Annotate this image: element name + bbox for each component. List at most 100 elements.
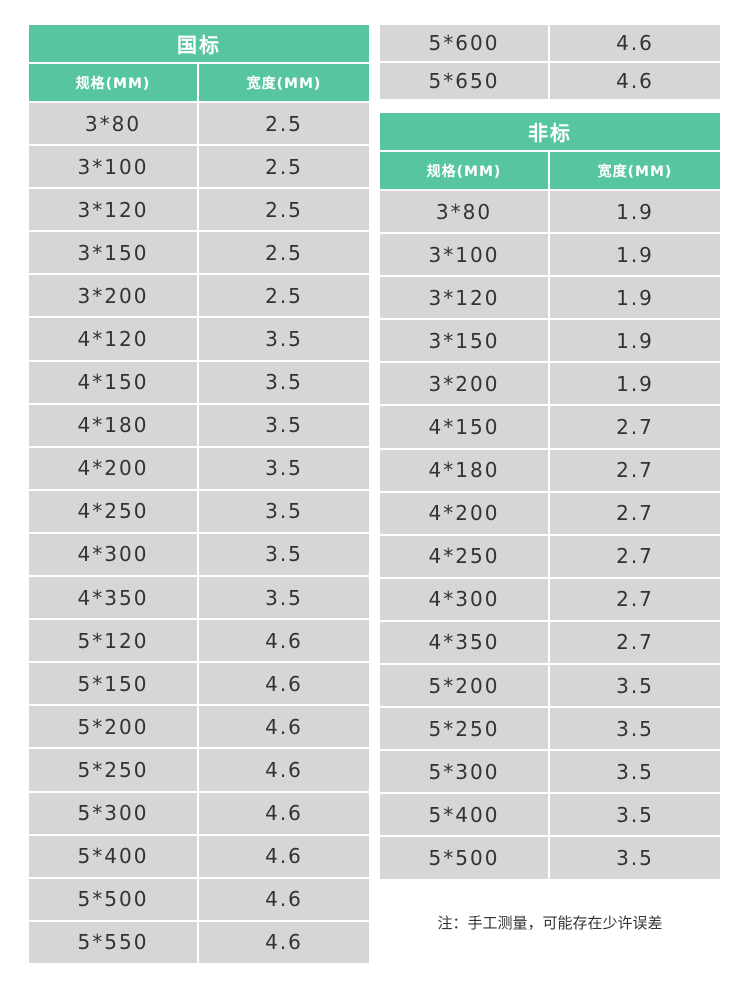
spec-cell: 4*350 (380, 621, 548, 664)
spec-cell: 5*400 (29, 835, 197, 877)
header-row: 规格(MM) 宽度(MM) (380, 152, 720, 189)
table-row: 5*600 4.6 (380, 25, 720, 61)
width-cell: 3.5 (199, 533, 369, 576)
spec-cell: 4*150 (29, 361, 197, 403)
table-row: 4*200 3.5 (29, 447, 369, 489)
width-cell: 4.6 (550, 63, 720, 99)
table-row: 5*200 4.6 (29, 706, 369, 748)
spec-cell: 3*100 (29, 146, 197, 188)
width-cell: 3.5 (550, 794, 720, 836)
spec-cell: 4*250 (29, 490, 197, 532)
table-row: 5*300 4.6 (29, 792, 369, 834)
table-row: 5*120 4.6 (29, 620, 369, 662)
table-row: 3*120 1.9 (380, 277, 720, 319)
width-cell: 1.9 (550, 234, 720, 276)
table-row: 3*150 1.9 (380, 320, 720, 362)
spec-cell: 5*500 (380, 837, 548, 879)
table-row: 3*120 2.5 (29, 189, 369, 231)
table-row: 4*150 2.7 (380, 406, 720, 448)
spec-cell: 4*200 (380, 492, 548, 534)
table-row: 4*300 2.7 (380, 578, 720, 620)
table-row: 4*200 2.7 (380, 492, 720, 534)
table-row: 5*200 3.5 (380, 665, 720, 707)
width-cell: 4.6 (199, 749, 369, 791)
width-cell: 3.5 (550, 665, 720, 707)
width-cell: 1.9 (550, 363, 720, 405)
width-cell: 4.6 (199, 835, 369, 877)
spec-cell: 5*550 (29, 921, 197, 963)
table-row: 3*100 2.5 (29, 146, 369, 188)
spec-cell: 3*80 (29, 103, 197, 145)
table-row: 3*80 2.5 (29, 103, 369, 145)
spec-cell: 5*250 (29, 749, 197, 791)
spec-cell: 5*500 (29, 878, 197, 920)
spec-cell: 5*250 (380, 708, 548, 750)
spec-cell: 5*300 (380, 751, 548, 793)
width-cell: 2.7 (550, 535, 720, 577)
table-row: 3*100 1.9 (380, 234, 720, 276)
width-cell: 3.5 (550, 837, 720, 879)
feibiao-table: 非标 规格(MM) 宽度(MM) 3*80 1.9 3*100 1.9 3*120 1.9… (380, 113, 720, 881)
width-cell: 3.5 (199, 490, 369, 532)
table-row: 5*250 3.5 (380, 708, 720, 750)
width-cell: 1.9 (550, 320, 720, 362)
table-row: 4*350 3.5 (29, 577, 369, 619)
width-cell: 4.6 (199, 921, 369, 963)
spec-cell: 4*350 (29, 577, 197, 619)
width-header: 宽度(MM) (550, 152, 720, 189)
table-row: 3*80 1.9 (380, 191, 720, 233)
spec-cell: 4*300 (29, 533, 197, 576)
spec-cell: 5*150 (29, 663, 197, 705)
width-cell: 4.6 (550, 25, 720, 61)
spec-cell: 4*300 (380, 578, 548, 620)
spec-cell: 5*200 (380, 665, 548, 707)
spec-cell: 3*80 (380, 191, 548, 233)
spec-cell: 3*120 (380, 277, 548, 319)
spec-cell: 4*180 (29, 404, 197, 446)
table-row: 4*180 2.7 (380, 449, 720, 491)
spec-cell: 4*150 (380, 406, 548, 448)
table-row: 4*350 2.7 (380, 621, 720, 664)
table-row: 5*250 4.6 (29, 749, 369, 791)
guobiao-title: 国标 (29, 25, 369, 62)
table-row: 3*200 1.9 (380, 363, 720, 405)
width-cell: 3.5 (199, 447, 369, 489)
width-cell: 2.7 (550, 492, 720, 534)
table-row: 4*150 3.5 (29, 361, 369, 403)
table-row: 5*650 4.6 (380, 63, 720, 99)
header-row: 规格(MM) 宽度(MM) (29, 64, 369, 101)
table-row: 3*200 2.5 (29, 275, 369, 317)
feibiao-title: 非标 (380, 113, 720, 150)
width-cell: 4.6 (199, 706, 369, 748)
table-row: 4*120 3.5 (29, 318, 369, 360)
width-cell: 2.5 (199, 103, 369, 145)
spec-cell: 5*300 (29, 792, 197, 834)
spec-cell: 3*150 (29, 232, 197, 274)
width-cell: 4.6 (199, 620, 369, 662)
table-row: 5*400 4.6 (29, 835, 369, 877)
width-cell: 2.5 (199, 189, 369, 231)
spec-cell: 3*150 (380, 320, 548, 362)
table-row: 5*150 4.6 (29, 663, 369, 705)
table-row: 4*250 2.7 (380, 535, 720, 577)
width-cell: 4.6 (199, 663, 369, 705)
spec-cell: 5*600 (380, 25, 548, 61)
table-row: 3*150 2.5 (29, 232, 369, 274)
width-cell: 2.7 (550, 449, 720, 491)
width-cell: 3.5 (550, 751, 720, 793)
width-cell: 2.7 (550, 406, 720, 448)
width-cell: 4.6 (199, 878, 369, 920)
guobiao-table-continued: 5*600 4.6 5*650 4.6 (380, 25, 720, 101)
spec-cell: 3*200 (380, 363, 548, 405)
measurement-note: 注：手工测量，可能存在少许误差 (437, 914, 663, 932)
spec-cell: 5*400 (380, 794, 548, 836)
width-cell: 4.6 (199, 792, 369, 834)
guobiao-table: 国标 规格(MM) 宽度(MM) 3*80 2.5 3*100 2.5 3*120 2.5… (29, 25, 369, 965)
width-cell: 3.5 (199, 361, 369, 403)
width-cell: 2.7 (550, 621, 720, 664)
width-cell: 3.5 (550, 708, 720, 750)
spec-cell: 5*200 (29, 706, 197, 748)
spec-cell: 4*250 (380, 535, 548, 577)
width-cell: 1.9 (550, 191, 720, 233)
table-row: 5*550 4.6 (29, 921, 369, 963)
